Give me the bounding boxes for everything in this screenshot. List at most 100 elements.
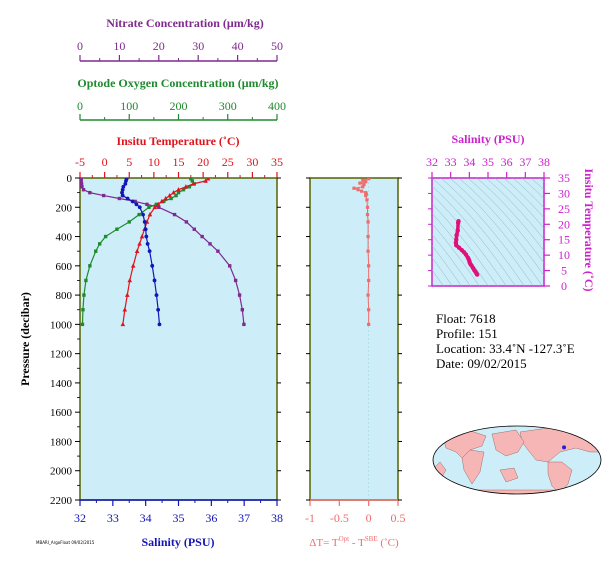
delta-t-point [360,189,364,193]
delta-t-point [365,198,369,202]
data-point-temperature [122,307,128,312]
pressure-tick-label: 800 [56,290,73,302]
delta-t-point [362,182,366,187]
density-contour [512,178,544,209]
data-point-salinity [144,234,149,239]
data-point-temperature [205,178,211,181]
ts-x-tick-label: 34 [463,155,475,169]
pressure-axis: 0 200 400 600 800 1000 1200 1400 1600 1800 2000 220… [50,173,281,507]
delta-t-point [367,308,371,312]
top-axis-tick-label: 100 [120,99,138,113]
top-axis-tick-label: 25 [222,155,234,169]
top-axis-tick-label: 300 [219,99,237,113]
data-point-oxygen [81,308,85,312]
ts-x-tick-label: 38 [538,155,550,169]
data-point-salinity [121,184,126,189]
data-point-salinity [154,293,159,297]
data-point-oxygen [162,199,166,204]
salinity-tick-label: 32 [74,511,86,525]
data-point-salinity [130,199,135,204]
density-contour [494,178,544,229]
ts-salinity-title: Salinity (PSU) [451,132,524,146]
salinity-tick-label: 37 [238,511,250,525]
data-point-oxygen [176,190,181,195]
density-contour [521,178,544,199]
top-axis-tick-label: 10 [148,155,160,169]
density-contour [432,245,462,286]
pressure-tick-label: 2000 [50,466,73,478]
float-marker-point [562,445,567,450]
ts-point [455,228,460,233]
data-point-salinity [150,263,155,268]
data-point-nitrate [208,242,212,246]
ts-density-contours [432,178,544,286]
pressure-tick-label: 0 [67,173,73,185]
data-point-salinity [120,190,124,195]
data-point-oxygen [82,293,86,297]
data-point-temperature [163,195,168,201]
data-point-temperature [120,321,126,327]
data-point-temperature [124,292,130,297]
density-contour [432,223,480,286]
data-point-salinity [157,322,162,327]
data-point-nitrate [157,205,161,209]
delta-t-point [352,186,356,190]
profile-date: Date: 09/02/2015 [436,356,527,371]
data-point-temperature [127,277,133,283]
data-point-nitrate [237,293,242,297]
ts-y-tick-label: 0 [561,279,567,293]
data-point-nitrate [145,202,149,207]
delta-t-point [365,212,370,217]
data-point-salinity [156,307,161,312]
density-contour [449,178,543,286]
data-point-salinity [152,278,157,283]
data-point-nitrate [80,179,83,183]
delta-t-point [366,234,370,239]
density-contour [458,178,544,276]
density-contour [432,212,489,286]
data-point-oxygen [127,220,131,224]
density-contour [432,269,444,286]
data-point-oxygen [94,249,98,253]
data-point-temperature [130,263,136,268]
data-point-nitrate [216,249,220,253]
data-point-oxygen [115,227,119,231]
data-point-salinity [142,220,147,224]
top-axis-tick-label: -5 [75,155,85,169]
top-axis-tick-label: 20 [197,155,209,169]
data-point-nitrate [240,308,245,312]
delta-t-point [367,264,371,268]
map-outline [432,425,602,495]
data-point-temperature [156,201,161,207]
top-axes: 0 10 20 30 40 50 0 100 200 300 400 -5 0 5 10 15 20 25 30 35 [75,39,286,178]
density-contour [503,178,544,219]
data-point-nitrate [88,190,92,195]
float-info-panel: Float: 7618 Profile: 151 Location: 33.4˚… [436,311,575,371]
data-point-temperature [137,241,142,246]
data-point-temperature [176,187,181,192]
delta-tick-label: -1 [305,511,315,525]
data-point-oxygen [98,242,102,246]
data-point-nitrate [228,264,232,268]
data-point-salinity [141,212,145,217]
delta-tick-label: -0.5 [330,511,349,525]
delta-tick-label: 0.5 [391,511,406,525]
ts-y-tick-label: 25 [558,202,570,216]
top-axis-tick-label: 0 [77,99,83,113]
density-contour [432,234,471,286]
data-point-oxygen [154,202,159,207]
density-contour [432,257,453,286]
pressure-tick-label: 400 [56,232,73,244]
delta-t-point [367,322,371,326]
density-contour [432,203,498,286]
delta-t-point [367,178,371,181]
ts-x-tick-label: 37 [519,155,531,169]
ts-x-tick-label: 36 [501,155,513,169]
data-point-oxygen [80,322,85,327]
data-point-salinity [120,193,125,198]
data-point-oxygen [84,278,88,283]
data-point-oxygen [181,188,186,192]
data-point-oxygen [187,185,192,189]
data-point-oxygen [88,264,92,268]
